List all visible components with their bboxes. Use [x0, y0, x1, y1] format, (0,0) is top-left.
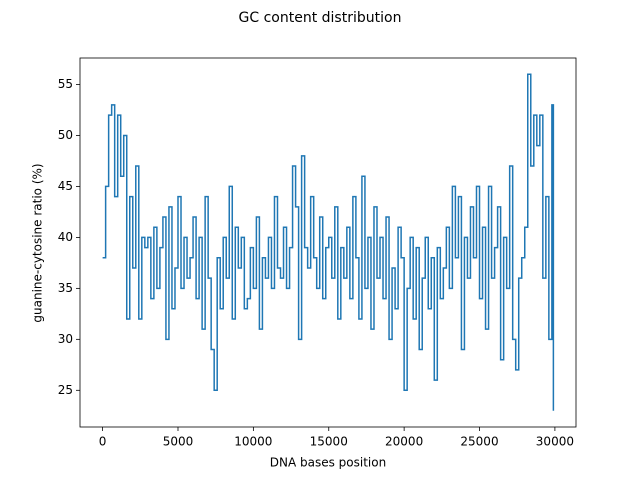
- y-tick-label: 25: [58, 383, 73, 397]
- y-tick-label: 30: [58, 332, 73, 346]
- y-tick-label: 50: [58, 128, 73, 142]
- x-tick-label: 15000: [310, 435, 348, 449]
- y-tick-label: 55: [58, 77, 73, 91]
- plot-frame: [79, 57, 577, 428]
- y-tick-label: 35: [58, 281, 73, 295]
- x-tick-label: 20000: [385, 435, 423, 449]
- x-tick-label: 25000: [460, 435, 498, 449]
- x-tick-label: 10000: [234, 435, 272, 449]
- y-tick-label: 45: [58, 179, 73, 193]
- y-axis-label: guanine-cytosine ratio (%): [31, 163, 45, 322]
- data-line: [102, 73, 555, 411]
- x-tick-label: 5000: [163, 435, 194, 449]
- x-tick-label: 0: [99, 435, 107, 449]
- x-tick-label: 30000: [536, 435, 574, 449]
- y-tick-label: 40: [58, 230, 73, 244]
- chart-title: GC content distribution: [239, 10, 402, 26]
- x-axis-label: DNA bases position: [270, 456, 386, 470]
